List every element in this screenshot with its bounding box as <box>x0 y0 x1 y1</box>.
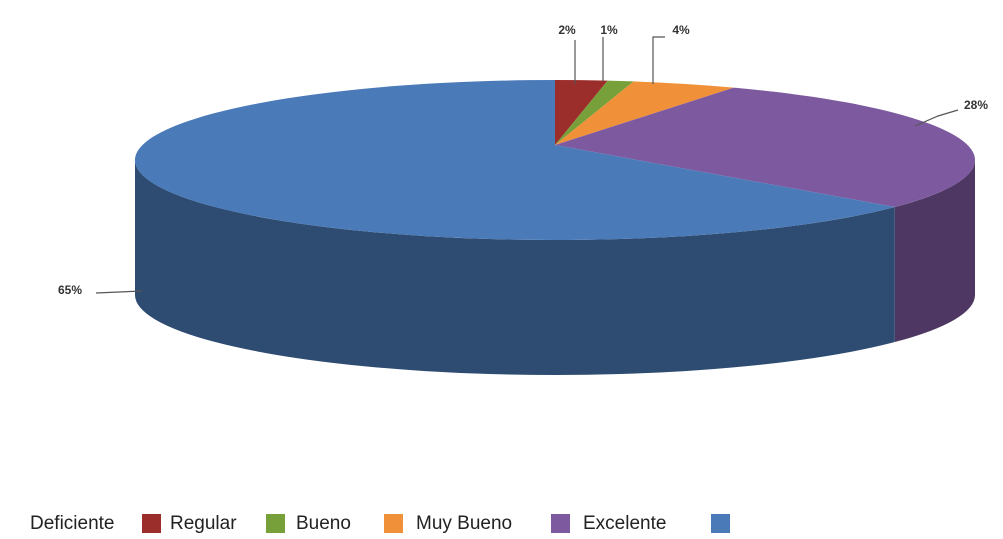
pie-slice-side <box>135 160 895 375</box>
legend-label: Deficiente <box>30 513 115 534</box>
legend-label: Regular <box>170 513 237 534</box>
legend-swatch <box>551 514 570 533</box>
pie-tops <box>135 80 975 240</box>
data-label: 4% <box>672 23 690 37</box>
data-label: 2% <box>558 23 576 37</box>
data-labels: 2% 1% 4% 28% 65% <box>58 23 988 297</box>
leader-line <box>95 290 143 294</box>
legend-swatch <box>142 514 161 533</box>
data-label: 28% <box>964 98 988 112</box>
legend-swatch <box>266 514 285 533</box>
data-label: 65% <box>58 283 82 297</box>
pie-slice <box>555 87 975 208</box>
pie-slice <box>555 80 608 145</box>
legend: Deficiente Regular Bueno Muy Bueno Excelente <box>30 513 730 534</box>
pie-sides <box>135 160 975 375</box>
leader-line <box>652 36 665 84</box>
pie-slice-side <box>894 160 975 343</box>
legend-swatch <box>384 514 403 533</box>
legend-label: Excelente <box>583 513 666 534</box>
pie-slice <box>555 80 634 145</box>
leader-line <box>914 109 959 127</box>
legend-swatch <box>711 514 730 533</box>
pie-slice <box>135 80 895 240</box>
pie-slice <box>555 81 734 145</box>
data-label: 1% <box>600 23 618 37</box>
legend-label: Muy Bueno <box>416 513 512 534</box>
legend-label: Bueno <box>296 513 351 534</box>
